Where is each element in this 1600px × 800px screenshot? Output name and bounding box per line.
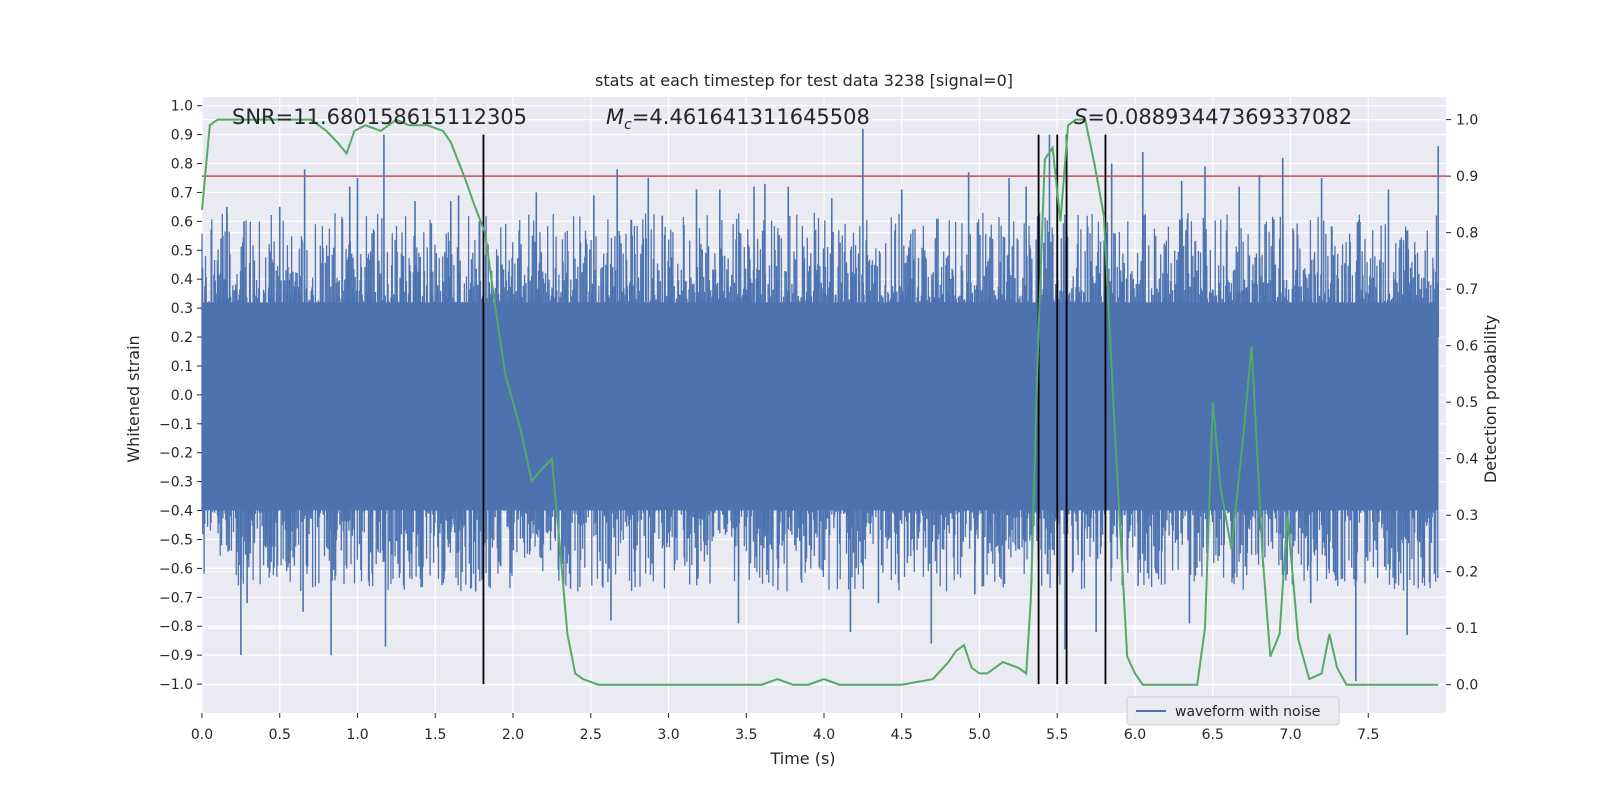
x-tick-label: 3.0 (657, 727, 679, 743)
x-tick-label: 5.0 (968, 727, 990, 743)
x-tick-label: 3.5 (735, 727, 757, 743)
chirp-mass-value: =4.461641311645508 (632, 105, 870, 129)
y-tick-label: −0.6 (159, 561, 193, 577)
y-tick-label: −0.5 (159, 532, 193, 548)
y-tick-label: −0.8 (159, 619, 193, 635)
waveform-with-noise-series (201, 128, 1440, 682)
y-tick-label: 0.1 (171, 359, 193, 375)
x-axis-ticks: 0.0 0.5 1.0 1.5 2.0 2.5 3.0 3.5 4.0 4.5 5.0 5.5 6.0 6… (191, 713, 1379, 743)
y-tick-label: −0.1 (159, 417, 193, 433)
detection-probability-line (201, 118, 1439, 686)
s-annotation: S=0.08893447369337082 (1074, 105, 1352, 129)
y2-tick-label: 0.3 (1456, 508, 1478, 524)
y2-tick-label: 0.4 (1456, 452, 1478, 468)
y2-tick-label: 0.9 (1456, 169, 1478, 185)
x-tick-label: 7.0 (1279, 727, 1301, 743)
y2-tick-label: 0.2 (1456, 565, 1478, 581)
y-tick-label: 0.0 (171, 388, 193, 404)
y-tick-label: 0.8 (171, 157, 193, 173)
chirp-mass-annotation: Mc=4.461641311645508 (606, 105, 870, 133)
s-value: =0.08893447369337082 (1087, 105, 1352, 129)
y-tick-label: 1.0 (171, 99, 193, 115)
snr-annotation: SNR=11.680158615112305 (232, 105, 527, 129)
y2-tick-label: 0.1 (1456, 621, 1478, 637)
y-tick-label: 0.4 (171, 272, 193, 288)
s-symbol: S (1074, 105, 1087, 129)
y-tick-label: −0.4 (159, 504, 193, 520)
y2-tick-label: 0.5 (1456, 395, 1478, 411)
x-axis-label: Time (s) (769, 749, 835, 768)
chart-title: stats at each timestep for test data 323… (595, 71, 1013, 90)
x-tick-label: 0.0 (191, 727, 213, 743)
x-tick-label: 0.5 (269, 727, 291, 743)
legend-box (1126, 696, 1340, 726)
legend-label-waveform: waveform with noise (1175, 704, 1320, 720)
y-tick-label: −0.3 (159, 475, 193, 491)
y-tick-label: −1.0 (159, 677, 193, 693)
y-axis-ticks: 1.0 0.9 0.8 0.7 0.6 0.5 0.4 0.3 0.2 0.1 0.0 −0.1 −0.… (159, 99, 202, 693)
x-tick-label: 7.5 (1357, 727, 1379, 743)
y2-tick-label: 0.0 (1456, 678, 1478, 694)
chirp-mass-symbol: M (606, 105, 624, 129)
chirp-mass-subscript: c (624, 117, 632, 133)
y2-tick-label: 0.7 (1456, 282, 1478, 298)
y-tick-label: −0.9 (159, 648, 193, 664)
y-tick-label: 0.7 (171, 185, 193, 201)
y-tick-label: 0.3 (171, 301, 193, 317)
x-tick-label: 1.0 (346, 727, 368, 743)
y2-tick-label: 0.8 (1456, 226, 1478, 242)
x-tick-label: 6.0 (1124, 727, 1146, 743)
y2-axis-label: Detection probability (1481, 315, 1500, 483)
x-tick-label: 6.5 (1202, 727, 1224, 743)
vertical-markers (482, 134, 1107, 685)
y-tick-label: 0.9 (171, 128, 193, 144)
y-tick-label: 0.5 (171, 243, 193, 259)
x-tick-label: 5.5 (1046, 727, 1068, 743)
x-tick-label: 4.5 (891, 727, 913, 743)
y-axis-label: Whitened strain (124, 335, 143, 462)
y2-axis-ticks: 1.0 0.9 0.8 0.7 0.6 0.5 0.4 0.3 0.2 0.1 0.0 (1446, 113, 1478, 694)
y-tick-label: −0.2 (159, 446, 193, 462)
y2-tick-label: 0.6 (1456, 339, 1478, 355)
y-tick-label: 0.6 (171, 214, 193, 230)
noise-trace (201, 212, 1439, 592)
y-tick-label: −0.7 (159, 590, 193, 606)
y-tick-label: 0.2 (171, 330, 193, 346)
y2-tick-label: 1.0 (1456, 113, 1478, 129)
x-tick-label: 1.5 (424, 727, 446, 743)
x-tick-label: 4.0 (813, 727, 835, 743)
x-tick-label: 2.5 (580, 727, 602, 743)
x-tick-label: 2.0 (502, 727, 524, 743)
legend: waveform with noise (1126, 696, 1340, 726)
